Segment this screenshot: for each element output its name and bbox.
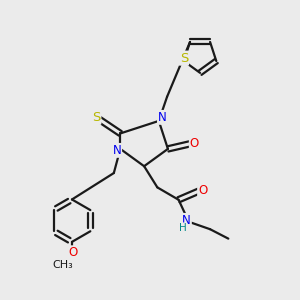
Text: N: N	[182, 214, 191, 227]
Text: H: H	[178, 223, 186, 233]
Text: O: O	[190, 137, 199, 150]
Text: N: N	[112, 144, 121, 157]
Text: S: S	[180, 52, 188, 64]
Text: O: O	[198, 184, 207, 197]
Text: CH₃: CH₃	[52, 260, 73, 270]
Text: N: N	[158, 111, 167, 124]
Text: S: S	[92, 111, 100, 124]
Text: O: O	[68, 246, 77, 259]
